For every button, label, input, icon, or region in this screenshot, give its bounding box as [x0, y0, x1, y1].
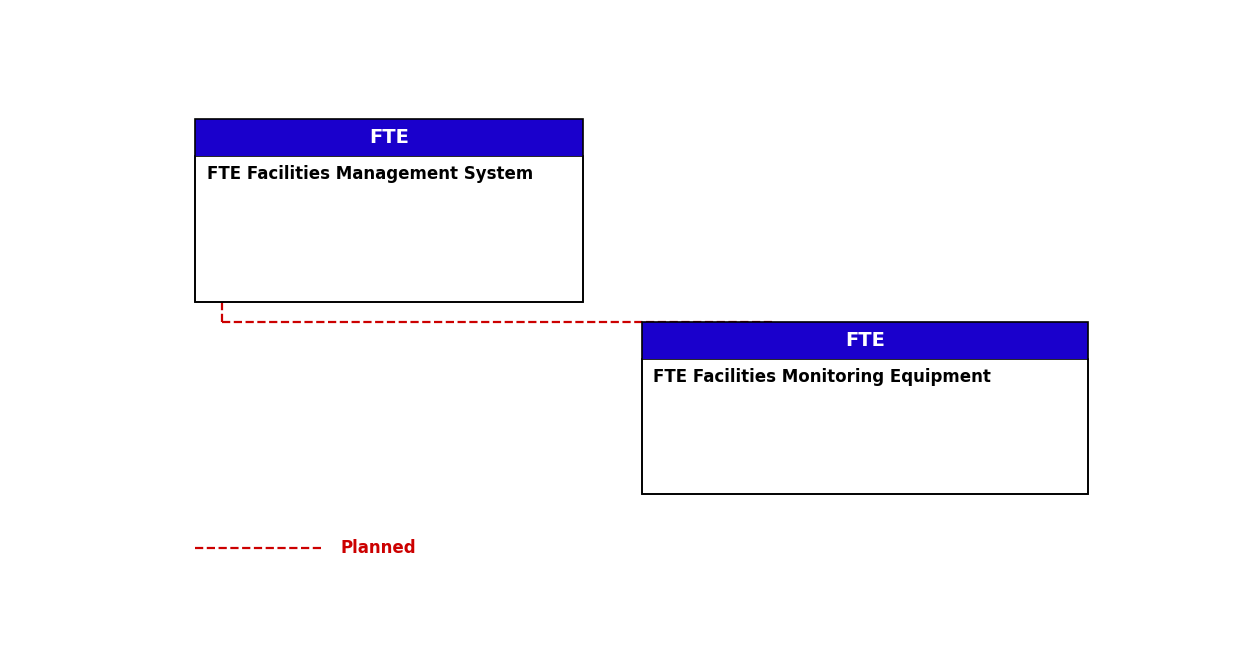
Bar: [195, 156, 583, 302]
Bar: [641, 359, 1088, 494]
Text: Planned: Planned: [341, 539, 417, 557]
Bar: [641, 322, 1088, 359]
Bar: [195, 120, 583, 156]
Text: FTE: FTE: [369, 128, 409, 147]
Text: FTE Facilities Management System: FTE Facilities Management System: [207, 165, 533, 183]
Bar: [641, 322, 1088, 494]
Bar: [195, 120, 583, 302]
Text: FTE Facilities Monitoring Equipment: FTE Facilities Monitoring Equipment: [654, 368, 992, 386]
Text: FTE: FTE: [845, 331, 885, 350]
